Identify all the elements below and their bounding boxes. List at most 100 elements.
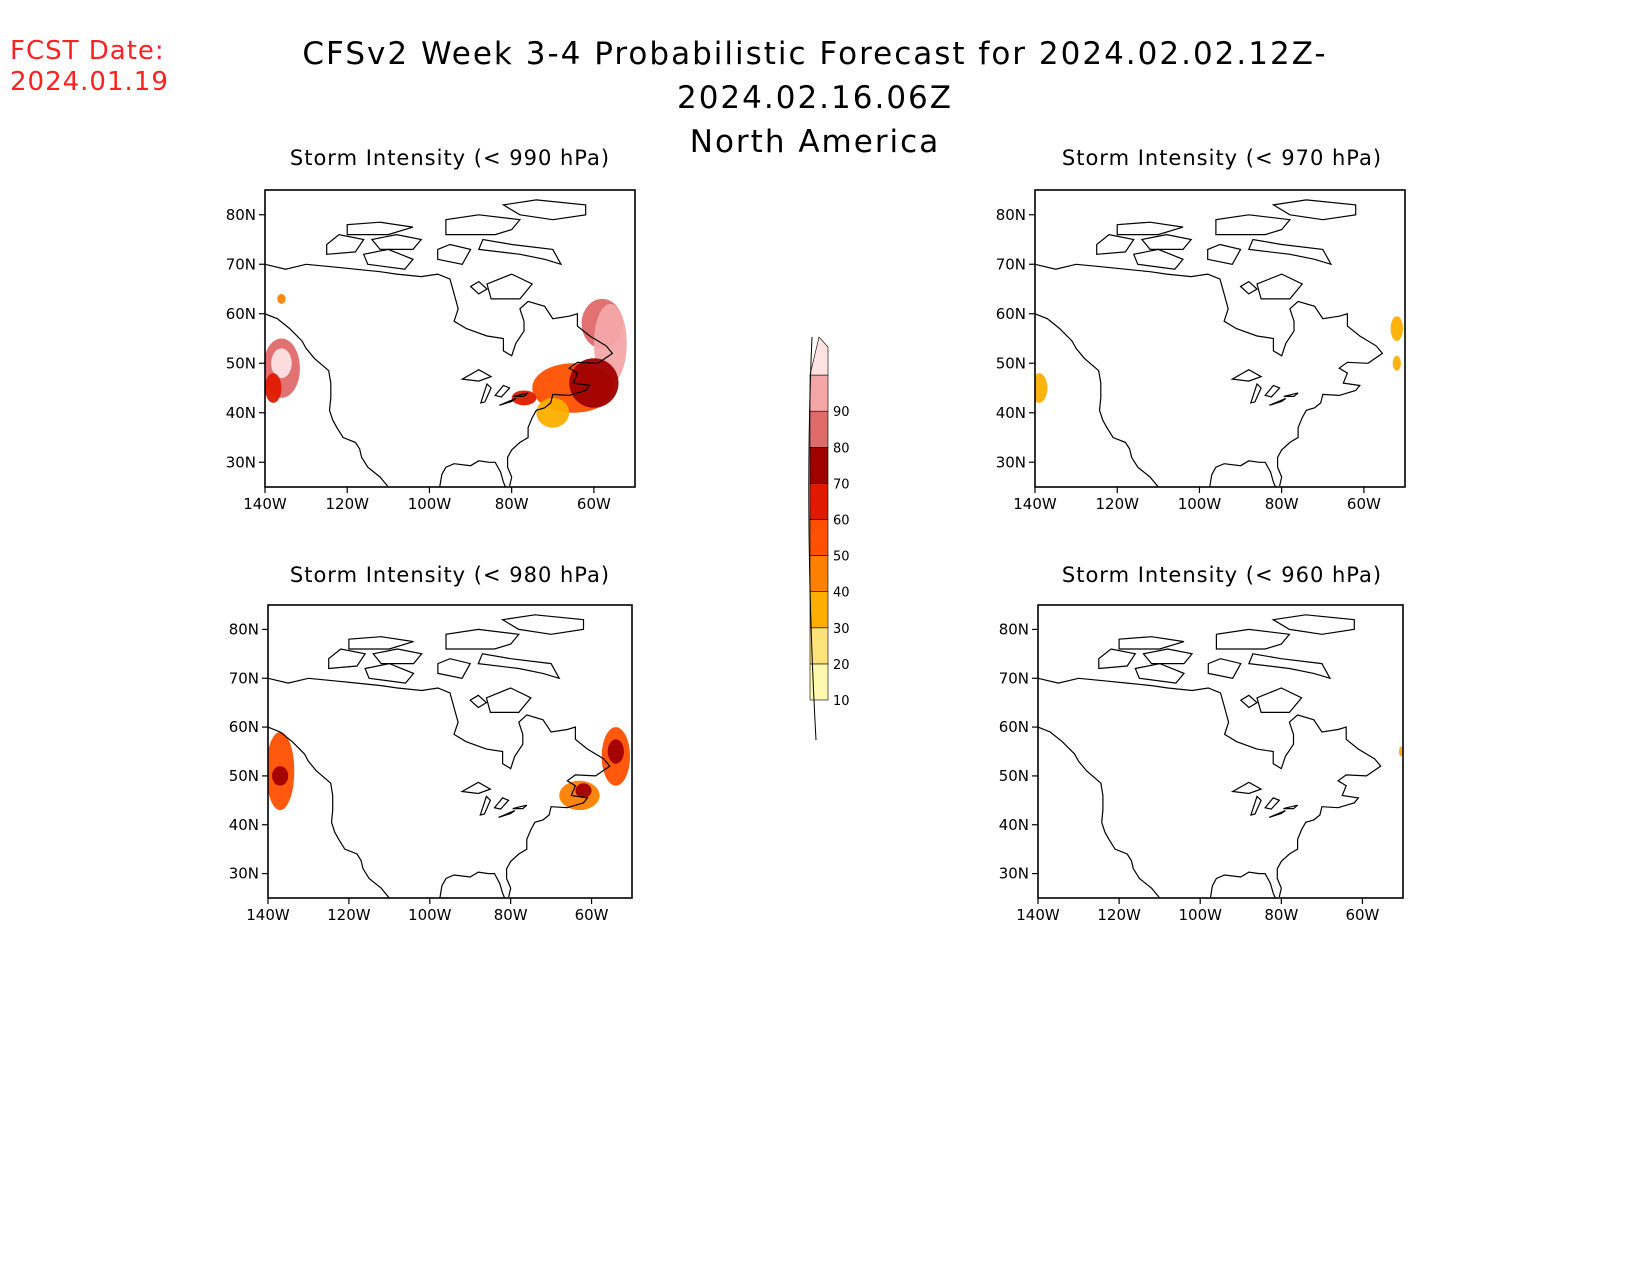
coastline: [1239, 280, 1259, 295]
lat-tick-label: 50N: [226, 354, 256, 372]
colorbar-segment: [809, 483, 829, 520]
lat-tick-label: 80N: [226, 206, 256, 224]
lat-tick-label: 60N: [226, 305, 256, 323]
lon-tick-label: 140W: [243, 495, 287, 513]
page-title: CFSv2 Week 3-4 Probabilistic Forecast fo…: [170, 32, 1460, 164]
map-shading: [1398, 746, 1403, 757]
colorbar: 10 20 30 40 50 60 70 80 90: [808, 336, 850, 741]
lon-tick-label: 120W: [1095, 495, 1139, 513]
coastline: [498, 810, 516, 818]
panel-title: Storm Intensity (< 980 hPa): [290, 563, 610, 587]
colorbar-segment: [809, 591, 829, 629]
lat-tick-label: 40N: [999, 816, 1029, 834]
coastline: [1096, 233, 1135, 255]
coastline: [265, 313, 389, 487]
lon-tick-label: 80W: [1265, 495, 1299, 513]
lat-tick-label: 70N: [999, 669, 1029, 687]
probability-area: [272, 766, 289, 786]
coastline: [1269, 397, 1287, 406]
coastlines: [1035, 199, 1384, 487]
coastline: [1035, 263, 1384, 487]
colorbar-segment: [809, 410, 829, 448]
coastline: [486, 273, 534, 300]
coastline: [1132, 248, 1184, 270]
colorbar-label: 60: [833, 514, 850, 529]
lon-tick-label: 120W: [325, 495, 369, 513]
coastlines: [268, 614, 611, 898]
lat-tick-label: 50N: [996, 354, 1026, 372]
coastline: [362, 248, 414, 270]
colorbar-segment: [809, 519, 829, 556]
coastline: [1230, 781, 1263, 795]
coastline: [1209, 871, 1276, 898]
lon-tick-label: 60W: [1347, 495, 1381, 513]
probability-area: [277, 293, 286, 304]
coastline: [1268, 810, 1286, 818]
lat-tick-label: 70N: [996, 255, 1026, 273]
coastline: [1249, 382, 1262, 404]
coastline: [485, 687, 532, 713]
probability-area: [265, 373, 282, 403]
coastline: [1239, 694, 1259, 709]
lon-tick-label: 100W: [1178, 495, 1222, 513]
coastline: [348, 636, 414, 650]
coastline: [1264, 797, 1281, 810]
coastline: [1142, 648, 1194, 665]
colorbar-segment: [809, 446, 829, 484]
lon-tick-label: 100W: [408, 495, 452, 513]
lat-tick-label: 80N: [996, 206, 1026, 224]
coastline: [268, 726, 390, 898]
panel-title: Storm Intensity (< 970 hPa): [1062, 146, 1382, 170]
lon-tick-label: 80W: [495, 495, 529, 513]
lon-tick-label: 100W: [408, 906, 452, 924]
lon-tick-label: 60W: [577, 495, 611, 513]
coastline: [372, 648, 423, 665]
lat-tick-label: 40N: [226, 404, 256, 422]
lon-tick-label: 80W: [1264, 906, 1298, 924]
lon-tick-label: 140W: [246, 906, 290, 924]
coastline: [493, 797, 510, 810]
lon-tick-label: 120W: [327, 906, 371, 924]
region-title: North America: [689, 124, 941, 160]
colorbar-label: 20: [833, 658, 850, 673]
forecast-date-value: 2024.01.19: [10, 67, 169, 97]
forecast-date-label: FCST Date:: [10, 36, 165, 66]
lat-tick-label: 40N: [996, 404, 1026, 422]
coastline: [1035, 313, 1159, 487]
coastline: [479, 382, 492, 404]
lat-tick-label: 50N: [229, 767, 259, 785]
coastline: [265, 263, 614, 487]
forecast-title: CFSv2 Week 3-4 Probabilistic Forecast fo…: [302, 36, 1328, 116]
map-frame: [1037, 604, 1404, 899]
lat-tick-label: 30N: [226, 453, 256, 471]
probability-area: [607, 739, 624, 764]
coastline: [1140, 233, 1193, 250]
coastline: [501, 199, 587, 221]
probability-area: [1392, 355, 1401, 371]
coastline: [1264, 384, 1281, 398]
lat-tick-label: 50N: [999, 767, 1029, 785]
coastline: [370, 233, 423, 250]
coastline: [494, 384, 511, 398]
coastline: [437, 243, 472, 265]
coastline: [437, 658, 472, 679]
lat-tick-label: 60N: [229, 718, 259, 736]
probability-area: [575, 783, 592, 798]
lat-tick-label: 80N: [229, 620, 259, 638]
colorbar-label: 10: [833, 694, 850, 709]
map-shading: [1035, 316, 1403, 403]
coastline: [1215, 628, 1291, 650]
coastlines: [265, 199, 614, 487]
lat-tick-label: 70N: [229, 669, 259, 687]
coastline: [477, 653, 561, 680]
coastline: [445, 214, 522, 236]
coastline: [477, 238, 563, 266]
coastline: [1230, 369, 1263, 382]
coastline: [1038, 726, 1161, 898]
probability-area: [271, 348, 292, 379]
colorbar-label: 40: [833, 586, 850, 601]
coastline: [1134, 662, 1185, 684]
coastline: [439, 871, 506, 898]
lon-tick-label: 60W: [575, 906, 609, 924]
